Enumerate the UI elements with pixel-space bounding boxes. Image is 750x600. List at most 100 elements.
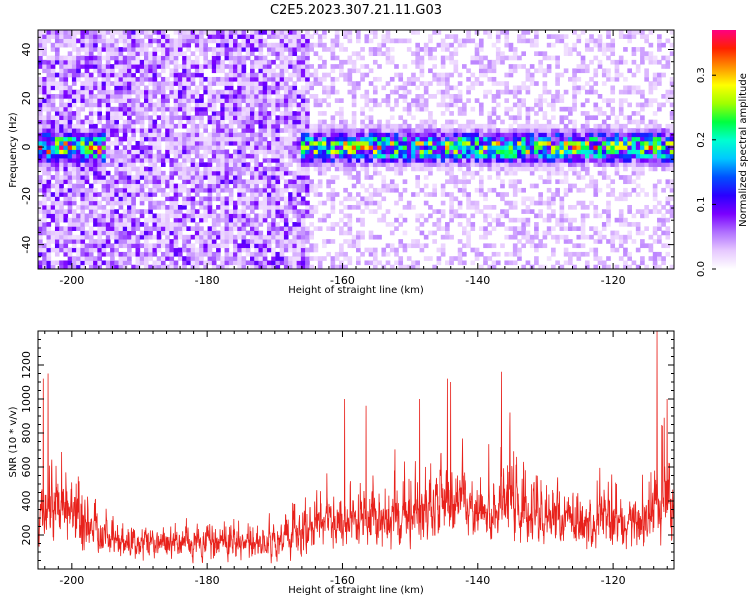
spectrogram-cell — [283, 217, 289, 223]
spectrogram-cell — [534, 42, 539, 48]
spectrogram-cell — [67, 200, 73, 206]
spectrogram-cell — [525, 136, 531, 142]
spectrogram-cell — [478, 111, 484, 116]
spectrogram-cell — [542, 149, 548, 155]
spectrogram-cell — [271, 59, 276, 65]
spectrogram-cell — [534, 132, 539, 138]
spectrogram-cell — [122, 196, 128, 202]
spectrogram-cell — [453, 59, 459, 65]
spectrogram-cell — [139, 158, 145, 163]
spectrogram-cell — [59, 209, 64, 214]
spectrogram-cell — [71, 123, 77, 129]
spectrogram-cell — [508, 204, 514, 210]
spectrogram-cell — [59, 136, 64, 142]
spectrogram-cell — [326, 183, 331, 189]
spectrogram-cell — [521, 226, 526, 231]
spectrogram-cell — [440, 47, 446, 52]
spectrogram-cell — [406, 140, 412, 146]
spectrogram-cell — [296, 42, 302, 48]
spectrogram-cell — [292, 239, 298, 244]
spectrogram-cell — [59, 98, 64, 103]
spectrogram-cell — [224, 170, 230, 176]
spectrogram-cell — [457, 145, 463, 150]
spectrogram-cell — [283, 68, 289, 74]
spectrogram-cell — [423, 145, 429, 150]
spectrogram-cell — [551, 192, 556, 197]
spectrogram-cell — [521, 30, 526, 35]
spectrogram-cell — [279, 158, 285, 163]
spectrogram-cell — [114, 170, 119, 176]
spectrogram-cell — [59, 30, 64, 35]
spectrogram-cell — [190, 128, 196, 133]
spectrogram-cell — [211, 239, 217, 244]
spectrogram-cell — [93, 128, 98, 133]
spectrogram-cell — [521, 123, 526, 129]
spectrogram-cell — [512, 47, 518, 52]
spectrogram-cell — [517, 247, 522, 253]
spectrogram-cell — [292, 247, 298, 253]
spectrogram-cell — [93, 76, 98, 82]
spectrogram-cell — [385, 183, 391, 189]
spectrogram-cell — [122, 230, 128, 236]
spectrogram-cell — [572, 72, 577, 78]
spectrogram-cell — [445, 128, 450, 133]
spectrogram-cell — [394, 183, 399, 189]
spectrogram-cell — [487, 158, 493, 163]
spectrogram-cell — [216, 47, 221, 52]
spectrogram-cell — [296, 158, 302, 163]
spectrogram-cell — [250, 119, 255, 125]
spectrogram-cell — [173, 81, 179, 86]
spectrogram-cell — [88, 170, 94, 176]
spectrogram-cell — [271, 239, 276, 244]
spectrogram-cell — [105, 213, 111, 219]
spectrogram-cell — [186, 102, 192, 108]
spectrogram-cell — [199, 140, 204, 146]
spectrogram-cell — [504, 149, 510, 155]
spectrogram-cell — [521, 234, 526, 240]
spectrogram-cell — [84, 51, 90, 57]
spectrogram-cell — [559, 264, 565, 269]
spectrogram-cell — [97, 98, 102, 103]
spectrogram-cell — [288, 38, 293, 44]
spectrogram-cell — [368, 51, 374, 57]
spectrogram-cell — [445, 55, 450, 61]
spectrogram-cell — [199, 30, 204, 35]
spectrogram-cell — [177, 230, 183, 236]
spectrogram-cell — [546, 128, 552, 133]
spectrogram-cell — [394, 247, 399, 253]
spectrogram-cell — [122, 68, 128, 74]
spectrogram-cell — [368, 209, 374, 214]
spectrogram-cell — [67, 196, 73, 202]
spectrogram-cell — [512, 119, 518, 125]
spectrogram-cell — [71, 153, 77, 159]
spectrogram-cell — [122, 175, 128, 180]
spectrogram-cell — [534, 153, 539, 159]
spectrogram-cell — [322, 145, 327, 150]
spectrogram-cell — [266, 59, 272, 65]
spectrogram-cell — [152, 153, 158, 159]
spectrogram-cell — [131, 251, 136, 257]
spectrogram-cell — [288, 153, 293, 159]
spectrogram-cell — [457, 42, 463, 48]
spectrogram-cell — [313, 187, 319, 193]
spectrogram-cell — [279, 234, 285, 240]
spectrogram-cell — [233, 132, 238, 138]
spectrogram-cell — [415, 158, 420, 163]
spectrogram-cell — [127, 170, 132, 176]
spectrogram-cell — [84, 166, 90, 172]
spectrogram-cell — [305, 98, 310, 103]
spectrogram-cell — [385, 251, 391, 257]
spectrogram-cell — [237, 47, 242, 52]
spectrogram-cell — [436, 136, 442, 142]
spectrogram-cell — [457, 247, 463, 253]
spectrogram-cell — [245, 34, 251, 39]
spectrogram-cell — [551, 128, 556, 133]
spectrogram-cell — [71, 217, 77, 223]
spectrogram-cell — [483, 128, 488, 133]
spectrogram-cell — [271, 222, 276, 227]
spectrogram-cell — [521, 166, 526, 172]
spectrogram-cell — [46, 81, 52, 86]
spectrogram-cell — [356, 81, 361, 86]
spectrogram-cell — [385, 149, 391, 155]
spectrogram-cell — [254, 85, 259, 91]
